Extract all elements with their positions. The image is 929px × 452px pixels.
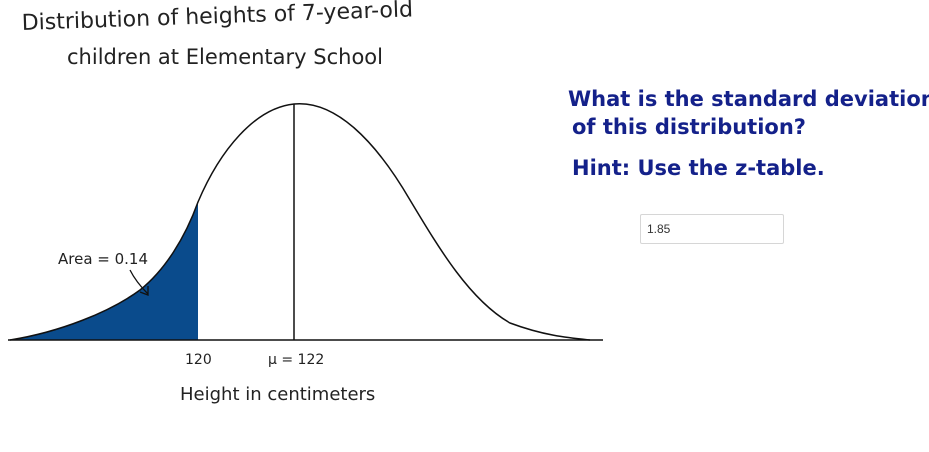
tick-label-mu: μ = 122 xyxy=(268,352,324,368)
area-arrow-head xyxy=(139,286,149,296)
question-line1: What is the standard deviation xyxy=(568,87,929,111)
tick-label-120: 120 xyxy=(185,352,212,368)
figure-title-line2: children at Elementary School xyxy=(67,45,383,69)
bell-curve xyxy=(9,103,591,341)
answer-input[interactable] xyxy=(640,214,784,244)
hint-text: Hint: Use the z-table. xyxy=(572,156,825,180)
area-label: Area = 0.14 xyxy=(58,250,148,268)
question-line2: of this distribution? xyxy=(572,115,806,139)
figure-title-line1: Distribution of heights of 7-year-old xyxy=(21,0,413,36)
area-arrow xyxy=(129,269,149,295)
shaded-area-region xyxy=(10,202,198,340)
x-axis-label: Height in centimeters xyxy=(180,384,375,405)
